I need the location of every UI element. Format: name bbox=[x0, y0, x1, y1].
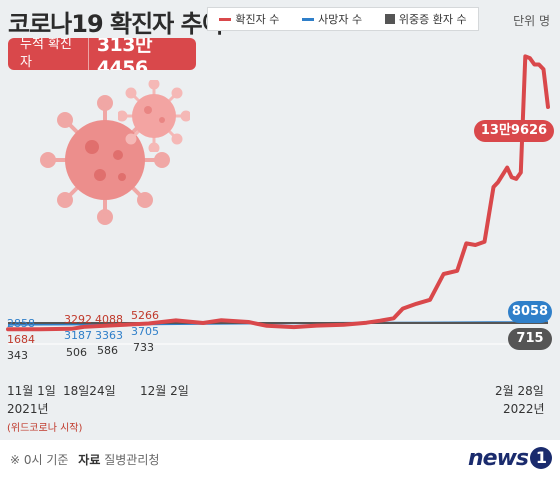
legend: 확진자 수 사망자 수 위중증 환자 수 bbox=[207, 7, 479, 31]
x-tick-dec2: 12월 2일 bbox=[140, 384, 189, 398]
ann-nov18-cases: 3292 bbox=[64, 313, 92, 326]
virus-icon-small bbox=[118, 80, 190, 152]
legend-item-critical: 위중증 환자 수 bbox=[384, 11, 467, 27]
ann-nov1-critical: 343 bbox=[7, 349, 28, 362]
ann-nov24-cases: 4088 bbox=[95, 313, 123, 326]
end-label-deaths: 8058 bbox=[508, 301, 552, 323]
chart-panel bbox=[0, 0, 560, 440]
x-tick-nov1: 11월 1일 bbox=[7, 384, 56, 398]
footer-source-label: 자료 bbox=[78, 453, 101, 467]
legend-item-deaths: 사망자 수 bbox=[302, 11, 362, 27]
ann-dec2-deaths: 3705 bbox=[131, 325, 159, 338]
x-tick-year-start: 2021년 bbox=[7, 402, 49, 416]
footer: ※ 0시 기준 자료 질병관리청 bbox=[10, 451, 159, 468]
legend-swatch-deaths bbox=[302, 17, 315, 21]
ann-nov24-deaths: 3363 bbox=[95, 329, 123, 342]
legend-label-deaths: 사망자 수 bbox=[318, 13, 363, 26]
ann-nov24-critical: 586 bbox=[97, 344, 118, 357]
legend-swatch-critical bbox=[384, 14, 395, 24]
chart-title: 코로나19 확진자 추이 bbox=[8, 10, 224, 38]
series-line-cases bbox=[6, 54, 550, 332]
end-label-cases: 13만9626 bbox=[474, 120, 554, 142]
x-tick-year-end: 2022년 bbox=[503, 402, 545, 416]
x-tick-note: (위드코로나 시작) bbox=[7, 423, 83, 434]
end-label-critical: 715 bbox=[508, 328, 552, 350]
legend-item-cases: 확진자 수 bbox=[219, 11, 279, 27]
x-tick-feb28: 2월 28일 bbox=[495, 384, 544, 398]
news1-logo: news 1 bbox=[468, 446, 552, 471]
footer-note: ※ 0시 기준 bbox=[10, 453, 69, 467]
ann-nov1-cases: 1684 bbox=[7, 333, 35, 346]
legend-label-cases: 확진자 수 bbox=[235, 13, 280, 26]
x-tick-nov18-24: 18일24일 bbox=[63, 384, 116, 398]
ann-nov18-critical: 506 bbox=[66, 346, 87, 359]
total-cases-label: 누적 확진자 bbox=[8, 38, 89, 70]
total-cases-value: 313만4456 bbox=[96, 38, 153, 70]
legend-label-critical: 위중증 환자 수 bbox=[398, 13, 467, 26]
unit-label: 단위 명 bbox=[513, 14, 550, 28]
logo-mark: 1 bbox=[530, 447, 552, 469]
legend-swatch-cases bbox=[219, 17, 232, 21]
logo-text: news bbox=[467, 446, 529, 471]
footer-source: 질병관리청 bbox=[104, 453, 160, 467]
ann-nov18-deaths: 3187 bbox=[64, 329, 92, 342]
line-chart bbox=[6, 54, 552, 345]
ann-nov1-deaths: 2858 bbox=[7, 317, 35, 330]
ann-dec2-cases: 5266 bbox=[131, 309, 159, 322]
total-cases-badge: 누적 확진자 313만4456 bbox=[8, 38, 196, 70]
ann-dec2-critical: 733 bbox=[133, 341, 154, 354]
